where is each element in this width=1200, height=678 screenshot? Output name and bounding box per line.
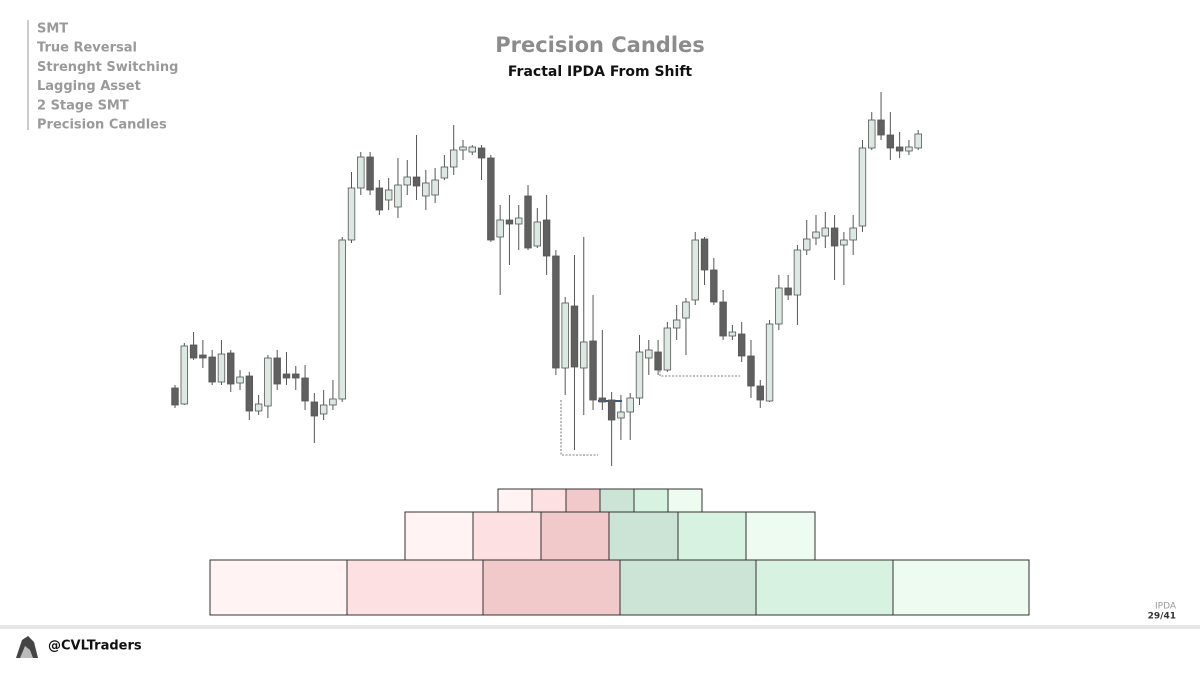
candle-body xyxy=(431,179,439,196)
candle-body xyxy=(728,331,737,337)
candle-body xyxy=(765,323,774,402)
candle-body xyxy=(180,345,188,405)
ipda-blocks xyxy=(209,488,1030,616)
candle-body xyxy=(310,401,319,417)
section-label: IPDA xyxy=(1155,602,1177,612)
candle-body xyxy=(273,357,281,385)
footer-rule xyxy=(0,625,1200,629)
candle-body xyxy=(199,354,207,359)
candle-body xyxy=(477,147,486,159)
candle-body xyxy=(598,397,607,403)
candle-body xyxy=(236,376,244,384)
candle-body xyxy=(403,176,411,186)
candle-body xyxy=(589,340,597,401)
title: Precision Candles xyxy=(495,33,705,57)
logo xyxy=(14,632,40,658)
nav: SMT True Reversal Strenght Switching Laggin… xyxy=(37,22,178,133)
candle-body xyxy=(264,357,272,407)
nav-item: Strenght Switching xyxy=(37,60,178,75)
candle-body xyxy=(886,134,895,149)
candle-body xyxy=(254,403,263,412)
candle-body xyxy=(756,385,764,401)
candle-body xyxy=(487,157,495,241)
candle-body xyxy=(784,287,792,296)
candle-body xyxy=(858,147,867,227)
candle-body xyxy=(849,227,857,241)
candle-body xyxy=(282,373,291,379)
candle-body xyxy=(227,352,235,385)
candle-body xyxy=(868,119,876,149)
candle-body xyxy=(394,184,402,208)
candle-body xyxy=(319,404,328,415)
candle-body xyxy=(821,227,829,237)
candle-body xyxy=(245,375,254,412)
candle-body xyxy=(338,239,346,400)
candle-body xyxy=(347,187,356,241)
candle-body xyxy=(607,399,616,421)
candle-body xyxy=(189,344,198,359)
candle-body xyxy=(626,397,634,413)
candle-body xyxy=(366,156,374,191)
candle-body xyxy=(468,146,476,153)
nav-item: True Reversal xyxy=(37,41,137,56)
page-number: 29/41 xyxy=(1148,612,1176,622)
handle: @CVLTraders xyxy=(48,639,142,654)
candle-body xyxy=(171,387,179,406)
candle-body xyxy=(301,377,309,402)
candle-body xyxy=(580,341,588,369)
candle-body xyxy=(719,301,727,337)
candle-body xyxy=(654,351,662,371)
candle-body xyxy=(459,146,467,151)
dotted-levels xyxy=(560,360,740,456)
candle-body xyxy=(803,238,811,251)
candle-body xyxy=(672,319,681,329)
candle-body xyxy=(691,239,699,301)
candle-body xyxy=(412,176,421,187)
candle-body xyxy=(747,355,755,387)
candle-body xyxy=(895,146,904,152)
nav-item: Precision Candles xyxy=(37,118,167,133)
candle-body xyxy=(830,227,839,247)
candle-body xyxy=(645,349,653,359)
candle-body xyxy=(542,219,551,257)
candle-body xyxy=(440,166,449,179)
candle-body xyxy=(905,146,913,152)
candle-body xyxy=(217,353,226,383)
candles xyxy=(171,92,922,466)
candle-body xyxy=(775,287,783,325)
candle-body xyxy=(682,301,690,319)
candle-body xyxy=(384,189,393,201)
candle-body xyxy=(710,269,718,303)
candle-body xyxy=(496,219,504,238)
candle-body xyxy=(357,156,365,189)
candle-body xyxy=(375,187,384,211)
candle-body xyxy=(570,305,579,368)
candle-body xyxy=(877,119,885,136)
candle-body xyxy=(449,149,458,168)
nav-item: SMT xyxy=(37,22,68,37)
candle-body xyxy=(700,238,709,271)
candle-body xyxy=(840,239,848,246)
candle-body xyxy=(524,195,532,249)
candle-body xyxy=(793,249,802,296)
candle-body xyxy=(617,411,625,419)
candle-body xyxy=(422,182,430,197)
candle-body xyxy=(914,133,922,149)
subtitle: Fractal IPDA From Shift xyxy=(508,64,693,80)
candle-body xyxy=(737,333,746,357)
candle-body xyxy=(663,327,672,371)
candle-body xyxy=(635,351,644,399)
candle-body xyxy=(552,255,560,369)
candle-body xyxy=(533,221,542,247)
candle-body xyxy=(505,219,514,225)
candle-body xyxy=(329,398,337,406)
nav-item: 2 Stage SMT xyxy=(37,98,129,113)
candle-body xyxy=(515,217,523,225)
nav-item: Lagging Asset xyxy=(37,79,141,94)
candle-body xyxy=(812,231,820,239)
candle-body xyxy=(561,302,569,369)
candle-body xyxy=(208,356,216,383)
candle-body xyxy=(292,373,300,379)
